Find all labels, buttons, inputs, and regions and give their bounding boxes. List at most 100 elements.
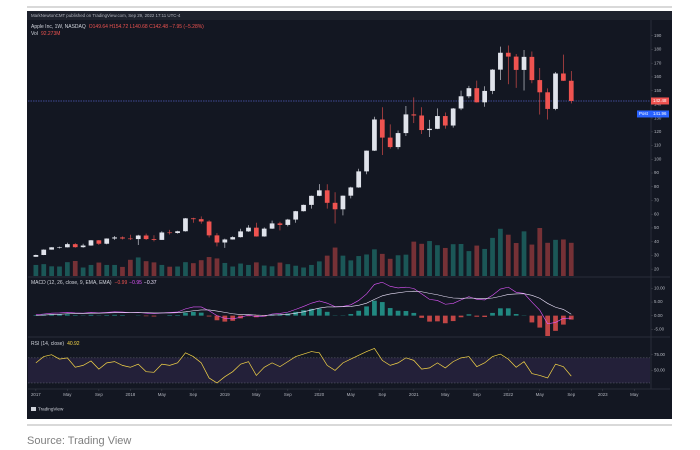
volume-bar [96, 262, 102, 276]
x-tick-label: 2018 [125, 392, 135, 397]
macd-line [35, 290, 572, 316]
volume-bar [120, 266, 125, 276]
x-tick-label: May [252, 392, 261, 397]
price-tag [651, 97, 669, 105]
histogram-bar [88, 314, 94, 316]
x-tick-label: 2020 [314, 392, 324, 397]
candle-body [513, 56, 519, 70]
volume-bar [529, 244, 535, 276]
y-tick-label: 120 [654, 129, 662, 134]
volume-bar [190, 263, 196, 276]
candle-body [88, 240, 94, 246]
volume-bar [175, 266, 180, 276]
x-tick-label: Sep [473, 392, 481, 397]
volume-bar [88, 264, 94, 276]
volume-bar [505, 234, 511, 276]
y-tick-label: 160 [654, 74, 662, 79]
candle-body [285, 219, 291, 225]
histogram-bar [230, 315, 236, 321]
volume-bar [151, 262, 157, 276]
candle-body [553, 73, 558, 109]
histogram-bar [435, 315, 440, 322]
symbol: Apple Inc, 1W, NASDAQ [31, 24, 86, 30]
histogram-bar [372, 300, 377, 316]
y-tick-label: 5.00 [654, 299, 663, 304]
candle-body [340, 195, 346, 210]
x-tick-label: Sep [284, 392, 292, 397]
candle-body [238, 231, 243, 238]
volume-bar [364, 254, 369, 276]
histogram-bar [513, 314, 519, 316]
volume-bar [403, 254, 409, 276]
y-tick-label: 0.00 [654, 313, 663, 318]
histogram-bar [206, 315, 212, 317]
candle-body [57, 247, 62, 248]
macd-title: MACD (12, 26, close, 9, EMA, EMA) [31, 280, 112, 286]
candle-body [364, 150, 369, 172]
histogram-bar [498, 308, 503, 316]
volume-bar [222, 262, 228, 276]
macd-value: −0.99 [115, 280, 128, 286]
histogram-bar [120, 315, 125, 316]
histogram-bar [293, 311, 299, 316]
x-tick-label: Sep [95, 392, 103, 397]
post-tag-label: 141.96 [653, 111, 667, 116]
histogram-bar [395, 310, 401, 316]
histogram-bar [348, 314, 354, 316]
histogram-bar [537, 315, 543, 328]
y-tick-label: 80 [654, 184, 659, 189]
candle-body [206, 221, 212, 236]
volume-bar [458, 244, 464, 276]
volume-bar [104, 264, 110, 276]
volume-bar [143, 261, 149, 276]
logo: TradingView [31, 407, 64, 412]
histogram-bar [482, 315, 488, 317]
candle-body [96, 240, 102, 244]
histogram-bar [167, 315, 173, 316]
histogram-bar [214, 315, 220, 321]
publisher-strip [27, 11, 672, 20]
volume-bar [285, 264, 291, 276]
candle-body [450, 108, 456, 126]
x-tick-label: May [158, 392, 167, 397]
candle-body [41, 249, 47, 255]
candle-body [293, 211, 299, 220]
volume-bar [568, 242, 574, 276]
volume-bar [498, 228, 503, 276]
y-tick-label: 90 [654, 170, 659, 175]
plot: 2030405060708090100110120130140150160170… [28, 33, 669, 397]
y-tick-label: 50 [654, 225, 659, 230]
volume-label: Vol [31, 31, 38, 37]
candle-body [183, 218, 188, 232]
candle-body [529, 56, 535, 81]
candle-body [442, 116, 448, 126]
candle-body [112, 237, 117, 239]
candle-body [127, 238, 133, 240]
y-tick-label: 60 [654, 211, 659, 216]
candle-body [411, 114, 417, 116]
volume-bar [33, 264, 39, 276]
histogram-bar [324, 311, 330, 316]
volume-bar [340, 255, 346, 276]
histogram-bar [545, 315, 551, 336]
candle-body [104, 238, 110, 244]
candle-body [301, 204, 306, 212]
volume-bar [49, 266, 54, 276]
histogram-bar [364, 306, 369, 316]
macd-legend: MACD (12, 26, close, 9, EMA, EMA) −0.99 −0… [31, 280, 157, 286]
candle-body [482, 90, 488, 103]
histogram-bar [183, 312, 188, 316]
ohlc-values: O149.64 H154.72 L140.68 C142.48 −7.95 (−… [89, 24, 204, 30]
volume-bar [372, 249, 377, 276]
publisher: MarkNewtonCMT published on TradingView.c… [31, 13, 181, 18]
logo-text: TradingView [38, 407, 64, 412]
histogram-bar [490, 312, 495, 316]
post-tag-name: Post [639, 111, 649, 116]
x-tick-label: May [63, 392, 72, 397]
volume-bar [379, 253, 385, 276]
histogram-bar [387, 308, 393, 316]
y-tick-label: 130 [654, 115, 662, 120]
candle-body [395, 133, 401, 148]
histogram-bar [356, 310, 362, 316]
